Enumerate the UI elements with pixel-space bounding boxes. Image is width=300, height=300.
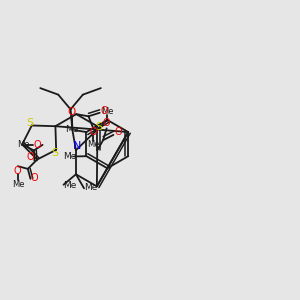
Text: Me: Me bbox=[63, 181, 77, 190]
Text: O: O bbox=[31, 172, 38, 183]
Text: N: N bbox=[73, 141, 82, 151]
Text: S: S bbox=[26, 118, 34, 128]
Text: Me: Me bbox=[101, 107, 113, 116]
Text: Me: Me bbox=[12, 180, 24, 189]
Text: Me: Me bbox=[64, 152, 77, 161]
Text: O: O bbox=[13, 167, 21, 176]
Text: O: O bbox=[114, 127, 122, 137]
Text: O: O bbox=[103, 118, 110, 128]
Text: O: O bbox=[34, 140, 41, 150]
Text: O: O bbox=[89, 127, 97, 137]
Text: Me: Me bbox=[65, 125, 78, 134]
Text: Me: Me bbox=[87, 140, 100, 149]
Text: S: S bbox=[51, 148, 58, 158]
Text: Me: Me bbox=[84, 183, 97, 192]
Text: O: O bbox=[27, 152, 34, 162]
Text: S: S bbox=[96, 122, 103, 132]
Text: Me: Me bbox=[17, 140, 29, 149]
Text: O: O bbox=[68, 107, 76, 117]
Text: O: O bbox=[100, 106, 108, 116]
